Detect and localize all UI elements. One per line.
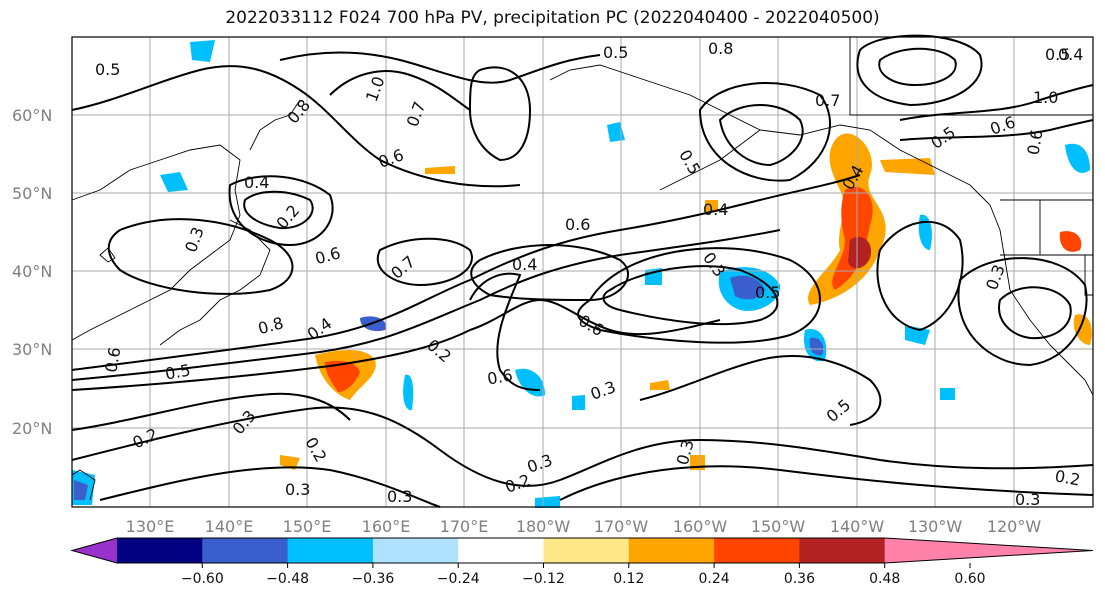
colorbar-extend-min: [72, 538, 117, 563]
lon-label: 170°W: [594, 517, 649, 536]
contour-label: 0.4: [512, 255, 537, 274]
contour-label: 0.8: [256, 313, 286, 338]
colorbar-segment: [117, 538, 203, 563]
latitude-labels: 60°N 50°N 40°N 30°N 20°N: [12, 106, 52, 438]
contour-label: 0.3: [181, 224, 208, 254]
colorbar-tick-label: −0.60: [181, 571, 224, 587]
lat-label: 20°N: [12, 419, 52, 438]
colorbar-segment: [628, 538, 715, 563]
colorbar-extend-max: [884, 538, 1093, 563]
map-frame: [71, 36, 1094, 508]
contour-label: 0.3: [588, 377, 618, 404]
pv-contours: [71, 34, 1094, 508]
colorbar-tick-label: −0.24: [437, 571, 480, 587]
lat-label: 30°N: [12, 340, 52, 359]
map-title: 2022033112 F024 700 hPa PV, precipitatio…: [225, 8, 880, 28]
contour-label: 0.5: [1045, 45, 1070, 64]
contour-label: 0.4: [703, 200, 728, 219]
contour-label: 0.4: [1058, 45, 1083, 64]
colorbar-segment: [372, 538, 459, 563]
contour-label: 0.8: [283, 96, 314, 128]
colorbar-segment: [458, 538, 544, 563]
coastlines: [71, 37, 1094, 501]
lon-label: 180°W: [516, 517, 571, 536]
colorbar-outline: [70, 537, 1094, 564]
contour-label: 0.6: [565, 215, 590, 234]
lon-label: 130°W: [908, 517, 963, 536]
contour-label: 0.5: [755, 283, 780, 302]
lat-label: 40°N: [12, 262, 52, 281]
lon-label: 130°E: [126, 517, 175, 536]
longitude-labels: 130°E 140°E 150°E 160°E 170°E 180°W 170°…: [126, 517, 1042, 536]
colorbar-tick-label: 0.48: [869, 571, 900, 587]
contour-label: 0.5: [603, 43, 628, 62]
contour-label: 0.2: [301, 434, 330, 466]
contour-label: 1.0: [1033, 88, 1058, 107]
colorbar-tick-label: 0.36: [784, 571, 815, 587]
contour-label: 0.7: [403, 99, 430, 129]
lon-label: 160°W: [673, 517, 728, 536]
contour-label: 0.5: [927, 123, 959, 153]
lon-label: 170°E: [440, 517, 489, 536]
contour-label: 0.5: [823, 395, 855, 426]
lon-label: 160°E: [362, 517, 411, 536]
colorbar-segment: [287, 538, 374, 563]
colorbar-tick-label: −0.36: [351, 571, 394, 587]
contour-label: 0.2: [423, 335, 455, 366]
contour-label: 0.3: [387, 487, 412, 506]
colorbar-tick-label: 0.24: [699, 571, 730, 587]
contour-label: 0.3: [285, 480, 310, 499]
map-gridlines: [72, 37, 1093, 507]
contour-label: 0.5: [95, 60, 120, 79]
lon-label: 150°E: [283, 517, 332, 536]
contour-label: 0.3: [1015, 490, 1040, 509]
contour-label: 0.2: [130, 424, 161, 452]
contour-label: 0.3: [525, 450, 555, 477]
contour-label: 0.6: [376, 145, 406, 172]
colorbar: −0.60 −0.48 −0.36 −0.24 −0.12 0.12 0.24 0.36 0.4…: [70, 537, 1094, 587]
colorbar-segment: [799, 538, 886, 563]
lat-label: 50°N: [12, 184, 52, 203]
lon-label: 140°E: [205, 517, 254, 536]
contour-label: 0.6: [101, 346, 124, 374]
contour-label: 0.7: [815, 91, 840, 110]
colorbar-segment: [543, 538, 630, 563]
contour-label: 0.5: [164, 360, 192, 383]
lon-label: 150°W: [751, 517, 806, 536]
contour-label: 0.2: [1053, 466, 1081, 489]
contour-label: 0.6: [486, 365, 514, 388]
contour-label: 0.2: [503, 470, 533, 497]
colorbar-segment: [714, 538, 800, 563]
contour-label: 0.6: [313, 243, 343, 268]
precip-shading: [72, 40, 1092, 508]
contour-label: 1.0: [362, 74, 389, 104]
contour-label: 0.4: [244, 173, 269, 192]
contour-label: 0.8: [708, 39, 733, 58]
colorbar-tick-label: −0.12: [522, 571, 565, 587]
contour-label: 0.6: [1023, 128, 1046, 156]
lat-label: 60°N: [12, 106, 52, 125]
colorbar-segment: [202, 538, 289, 563]
colorbar-tick-label: −0.48: [266, 571, 309, 587]
colorbar-tick-label: 0.12: [613, 571, 644, 587]
lon-label: 140°W: [830, 517, 885, 536]
contour-label: 0.3: [982, 262, 1009, 292]
colorbar-tick-label: 0.60: [954, 571, 985, 587]
contour-label: 0.3: [229, 406, 260, 438]
lon-label: 120°W: [987, 517, 1042, 536]
